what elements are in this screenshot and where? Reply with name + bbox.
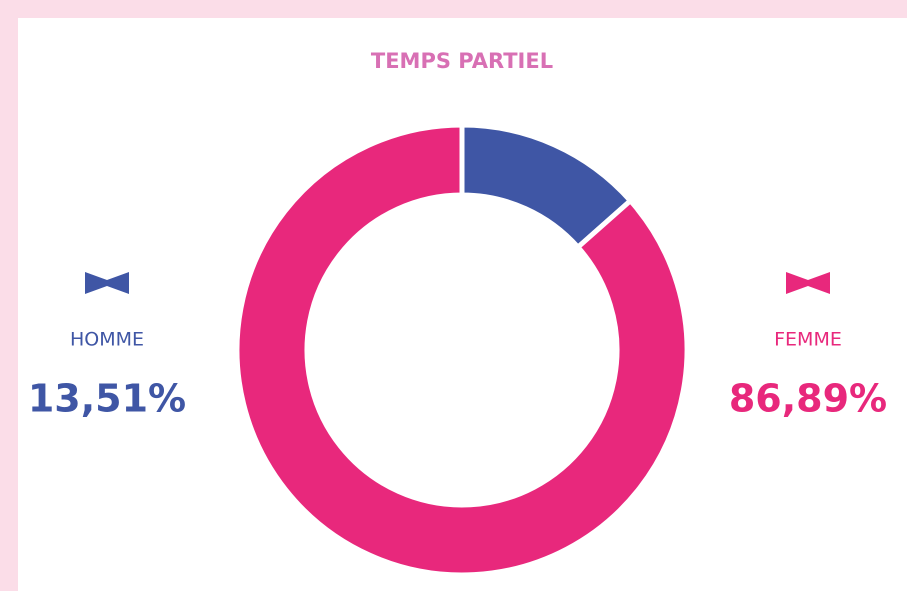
value-label: 86,89% (729, 377, 887, 421)
legend-label: FEMME (774, 329, 842, 351)
bowtie-icon (786, 272, 830, 294)
donut-segment (234, 122, 690, 578)
panel (18, 18, 907, 591)
bowtie-icon (85, 272, 129, 294)
chart-title: TEMPS PARTIEL (371, 49, 553, 73)
legend-label: HOMME (70, 329, 144, 351)
value-label: 13,51% (28, 377, 186, 421)
